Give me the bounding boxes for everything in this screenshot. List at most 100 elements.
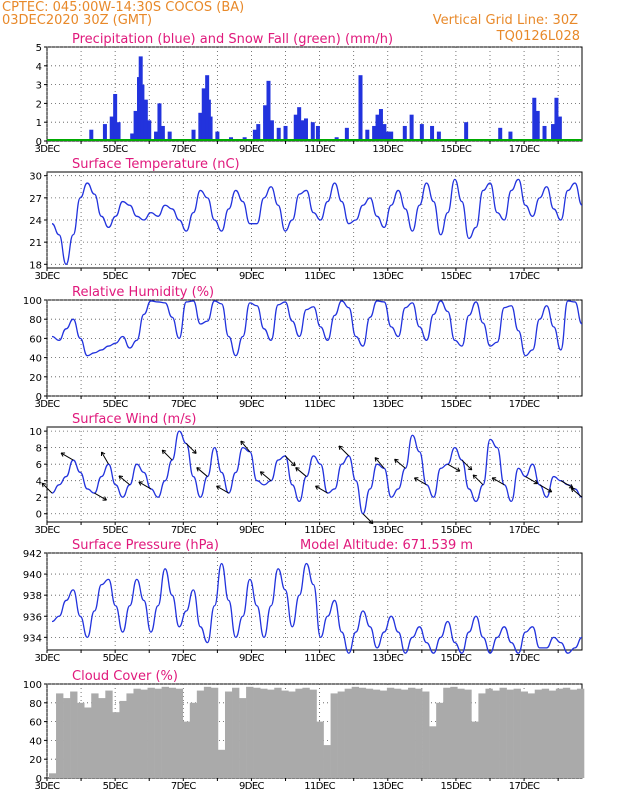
series-line xyxy=(51,430,583,515)
wind-arrow-head xyxy=(192,449,197,454)
x-tick-label: 17DEC xyxy=(509,525,540,536)
cloud-bar xyxy=(91,693,99,778)
precip-bar xyxy=(382,124,387,141)
y-tick-label: 3 xyxy=(36,81,42,92)
wind-arrow xyxy=(414,477,427,486)
wind-arrow xyxy=(101,451,109,465)
precip-bar xyxy=(315,125,320,141)
x-tick-label: 3DEC xyxy=(35,781,61,792)
wind-arrow xyxy=(216,485,229,494)
wind-arrow-head xyxy=(295,467,300,472)
y-tick-label: 18 xyxy=(29,260,42,271)
x-tick-label: 7DEC xyxy=(171,525,197,536)
series-line xyxy=(51,562,583,654)
precip-bar xyxy=(116,122,121,141)
cloud-bar xyxy=(379,690,388,778)
run-date: 03DEC2020 30Z (GMT) xyxy=(2,13,152,28)
wind-arrow-head xyxy=(102,496,107,501)
x-tick-label: 13DEC xyxy=(372,525,403,536)
precip-bar xyxy=(293,114,298,141)
y-tick-label: 2 xyxy=(36,99,42,110)
wind-arrow-head xyxy=(394,458,399,464)
cloud-bar xyxy=(372,689,381,778)
wind-arrow xyxy=(461,459,473,471)
precip-bar xyxy=(89,129,94,141)
x-tick-label: 17DEC xyxy=(509,271,540,282)
cloud-bar xyxy=(154,688,162,778)
precip-bar xyxy=(310,122,315,141)
x-tick-label: 9DEC xyxy=(239,525,265,536)
wind-arrow xyxy=(362,513,374,524)
wind-arrow-head xyxy=(374,457,380,462)
precip-bar xyxy=(372,125,377,141)
wind-arrow xyxy=(161,449,173,461)
y-tick-label: 30 xyxy=(29,172,42,183)
precip-bar xyxy=(198,112,203,141)
cloud-bar xyxy=(422,691,430,778)
y-tick-label: 938 xyxy=(23,591,42,602)
precip-bar xyxy=(344,127,349,141)
x-tick-label: 17DEC xyxy=(509,653,540,664)
x-tick-label: 5DEC xyxy=(103,399,129,410)
cloud-bar xyxy=(506,689,514,778)
x-tick-label: 15DEC xyxy=(441,271,472,282)
cloud-bar xyxy=(386,687,395,778)
cloud-bar xyxy=(126,693,134,778)
x-tick-label: 9DEC xyxy=(239,144,265,155)
x-tick-label: 9DEC xyxy=(239,399,265,410)
panel-title: Relative Humidity (%) xyxy=(72,285,214,300)
y-tick-label: 4 xyxy=(36,477,42,488)
y-tick-label: 0 xyxy=(36,392,42,403)
x-tick-label: 11DEC xyxy=(304,271,335,282)
cloud-bar xyxy=(443,687,451,778)
x-tick-label: 15DEC xyxy=(441,399,472,410)
wind-arrow xyxy=(240,440,251,453)
model-altitude: Model Altitude: 671.539 m xyxy=(300,538,473,553)
wind-arrow xyxy=(394,458,406,469)
wind-arrow xyxy=(295,467,307,477)
cloud-bar xyxy=(457,688,465,778)
panel-frame xyxy=(46,552,583,651)
precip-bar xyxy=(554,97,559,141)
panel-3: Surface Wind (m/s) 3DEC 5DEC 7DEC 9DEC 11DEC 1… xyxy=(29,412,583,536)
precip-bar xyxy=(436,131,441,141)
x-tick-label: 3DEC xyxy=(35,525,61,536)
x-tick-label: 17DEC xyxy=(509,399,540,410)
cloud-bar xyxy=(260,688,268,778)
cloud-bar xyxy=(415,688,423,778)
wind-arrow-head xyxy=(547,488,553,493)
x-tick-label: 11DEC xyxy=(304,781,335,792)
x-tick-label: 5DEC xyxy=(103,144,129,155)
cloud-bar xyxy=(344,688,352,778)
cloud-bar xyxy=(182,721,191,778)
wind-arrow xyxy=(560,480,574,489)
precip-bar xyxy=(130,133,135,141)
precip-bar xyxy=(157,103,162,141)
wind-arrow-head xyxy=(240,440,245,446)
precip-bar xyxy=(300,120,305,141)
precip-bar xyxy=(276,127,281,141)
x-tick-label: 11DEC xyxy=(304,525,335,536)
cloud-bar xyxy=(555,688,564,778)
precip-bar xyxy=(402,125,407,141)
cloud-bar xyxy=(274,687,282,778)
panel-4: Surface Pressure (hPa) Model Altitude: 67… xyxy=(23,538,583,664)
precip-bar xyxy=(508,131,513,141)
wind-arrow xyxy=(374,457,385,469)
y-tick-label: 1 xyxy=(36,118,42,129)
precip-bar xyxy=(464,122,469,141)
precip-bar xyxy=(266,80,271,141)
y-tick-label: 40 xyxy=(29,736,42,747)
precip-bar xyxy=(113,94,118,141)
cloud-bar xyxy=(541,688,550,778)
panel-frame xyxy=(46,426,583,523)
wind-arrow-head xyxy=(161,449,167,455)
cloud-bar xyxy=(295,688,303,778)
cloud-bar xyxy=(217,749,226,778)
cloud-bar xyxy=(513,688,521,778)
precip-bar xyxy=(389,131,394,141)
y-tick-label: 0 xyxy=(36,137,42,148)
cloud-bar xyxy=(309,689,317,778)
x-tick-label: 13DEC xyxy=(372,781,403,792)
cloud-bar xyxy=(98,698,106,778)
